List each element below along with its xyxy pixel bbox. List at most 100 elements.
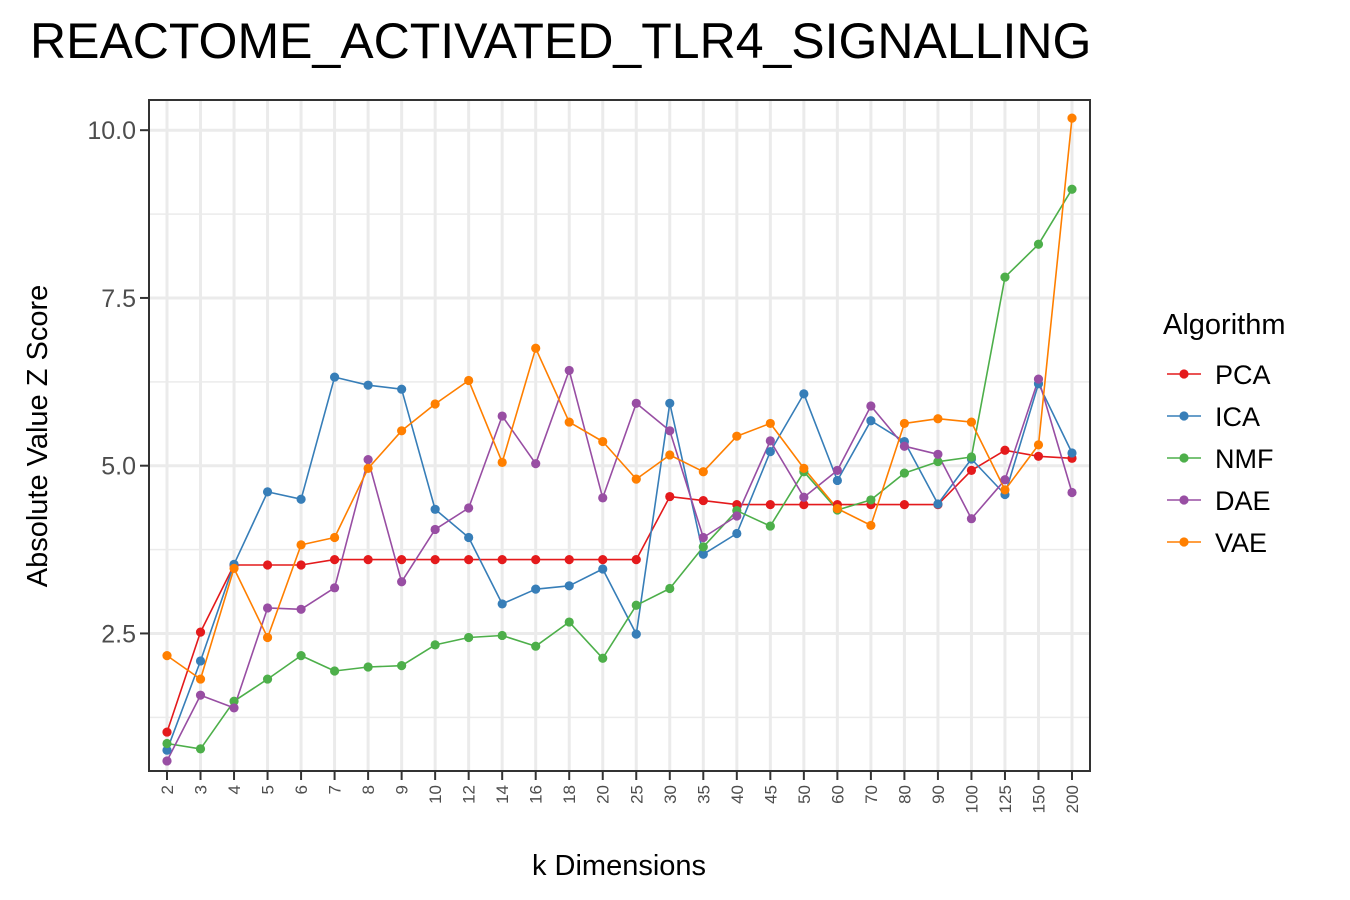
data-point-dae [329, 583, 340, 593]
data-point-nmf [631, 600, 641, 610]
legend-label: VAE [1215, 528, 1267, 558]
legend-item-dae: DAE [1167, 486, 1271, 516]
data-point-dae [665, 426, 675, 436]
data-point-ica [933, 499, 943, 509]
data-point-ica [162, 745, 172, 755]
y-tick-label: 10.0 [87, 117, 136, 145]
data-point-dae [229, 703, 239, 713]
data-point-vae [631, 474, 641, 484]
data-point-nmf [229, 696, 239, 706]
series-line-ica [166, 376, 1073, 751]
plot-border [148, 99, 1091, 772]
data-point-nmf [531, 641, 541, 651]
data-point-vae [966, 417, 977, 427]
legend-item-ica: ICA [1167, 402, 1260, 432]
series-line-nmf [166, 188, 1073, 750]
x-tick-label: 30 [661, 785, 680, 804]
data-point-nmf [1067, 184, 1077, 194]
x-tick-label: 125 [996, 785, 1015, 813]
data-point-dae [1067, 487, 1077, 498]
data-point-dae [732, 511, 742, 521]
data-point-vae [698, 467, 708, 477]
data-point-vae [564, 417, 574, 427]
x-tick-label: 25 [627, 785, 646, 804]
data-point-nmf [1000, 272, 1010, 282]
data-point-vae [799, 463, 809, 473]
data-point-pca [665, 491, 675, 502]
x-axis: 2 3 4 5 6 7 8 9 10 12 14 16 18 20 25 30 35 40 45 50 60 70 80 90… [158, 771, 1082, 813]
x-tick-label: 100 [962, 785, 981, 813]
x-tick-label: 7 [326, 785, 345, 794]
data-point-ica [397, 384, 407, 394]
x-tick-label: 14 [493, 785, 512, 804]
data-point-pca [262, 560, 273, 570]
data-point-pca [531, 555, 541, 565]
data-point-dae [363, 455, 373, 465]
series-line-dae [166, 369, 1073, 762]
data-point-dae [564, 365, 574, 376]
data-point-pca [698, 495, 708, 506]
legend-key-point [1179, 369, 1189, 379]
x-tick-label: 45 [761, 785, 780, 804]
data-point-vae [229, 563, 239, 573]
data-point-nmf [464, 632, 474, 643]
data-point-nmf [899, 468, 910, 478]
x-tick-label: 35 [694, 785, 713, 804]
plot-background [149, 100, 1090, 771]
data-point-vae [464, 375, 474, 386]
data-point-ica [832, 475, 842, 486]
data-point-ica [631, 629, 641, 639]
data-point-ica [1067, 448, 1077, 458]
x-tick-label: 50 [795, 785, 814, 804]
data-point-dae [162, 756, 172, 766]
x-tick-label: 12 [460, 785, 479, 804]
x-axis-label: k Dimensions [532, 850, 706, 882]
x-tick-label: 80 [895, 785, 914, 804]
data-point-dae [531, 459, 541, 469]
data-point-pca [430, 555, 440, 565]
data-point-vae [397, 426, 407, 436]
data-point-vae [598, 436, 608, 447]
data-point-vae [1033, 440, 1044, 450]
x-tick-label: 200 [1063, 785, 1082, 813]
x-tick-label: 60 [828, 785, 847, 804]
y-axis-label: Absolute Value Z Score [22, 285, 54, 588]
x-tick-label: 5 [259, 785, 278, 794]
data-point-nmf [665, 583, 675, 594]
x-tick-label: 150 [1029, 785, 1048, 813]
data-point-vae [363, 463, 373, 473]
data-point-vae [430, 399, 440, 409]
data-point-dae [899, 441, 910, 451]
data-point-ica [564, 581, 574, 591]
data-point-ica [665, 398, 675, 408]
series-line-pca [166, 449, 1073, 733]
x-tick-label: 8 [359, 785, 378, 794]
data-point-pca [329, 555, 340, 565]
data-point-dae [799, 492, 809, 502]
x-tick-label: 18 [560, 785, 579, 804]
data-point-ica [363, 380, 373, 390]
data-point-vae [162, 650, 172, 661]
legend-label: NMF [1215, 444, 1273, 474]
series-line-vae [166, 118, 1073, 680]
data-point-vae [899, 418, 910, 429]
data-point-vae [765, 418, 775, 429]
x-tick-label: 4 [225, 785, 244, 794]
data-point-dae [430, 524, 440, 535]
legend-key-point [1179, 411, 1189, 421]
data-point-dae [397, 577, 407, 587]
data-point-vae [262, 632, 273, 643]
major-gridlines [149, 100, 1090, 771]
data-point-nmf [162, 738, 172, 749]
x-tick-label: 90 [929, 785, 948, 804]
data-point-nmf [866, 495, 876, 505]
series-points [162, 113, 1077, 766]
data-point-nmf [1033, 239, 1044, 249]
data-point-vae [195, 674, 206, 684]
data-point-nmf [195, 744, 206, 754]
data-point-pca [899, 500, 910, 510]
data-point-ica [329, 372, 340, 382]
y-tick-label: 5.0 [101, 453, 136, 481]
minor-gridlines [149, 213, 1090, 719]
data-point-pca [363, 555, 373, 565]
